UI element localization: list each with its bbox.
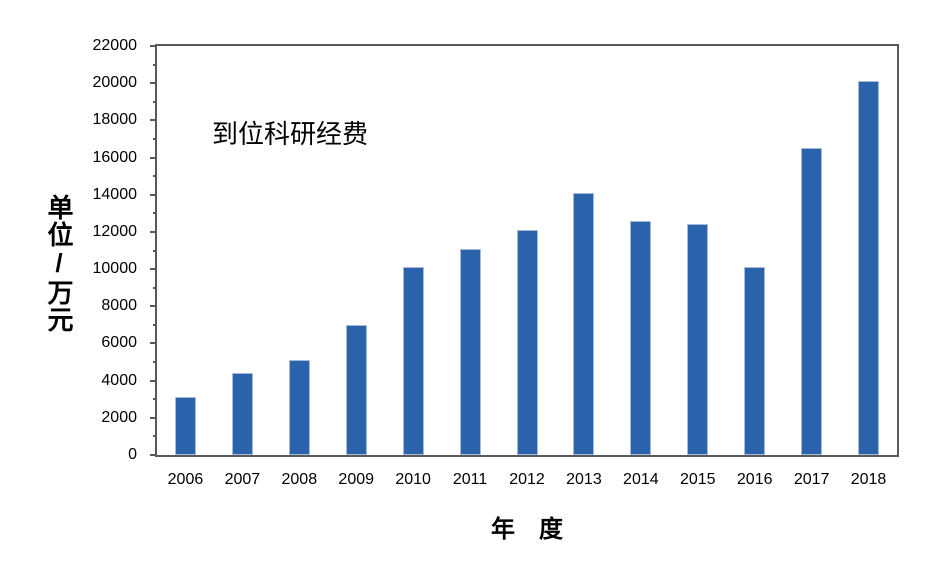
y-major-tick <box>150 454 157 456</box>
y-tick-label: 20000 <box>92 74 138 92</box>
bar-2010 <box>402 267 424 455</box>
y-tick-label: 4000 <box>101 371 137 389</box>
x-tick-label: 2018 <box>850 471 887 488</box>
x-tick-label: 2011 <box>452 471 488 488</box>
x-tick-label: 2014 <box>623 471 659 488</box>
x-tick-label: 2017 <box>793 471 830 488</box>
y-tick-label: 12000 <box>92 222 138 240</box>
x-tick-label: 2009 <box>338 471 375 488</box>
bar-2008 <box>288 360 310 455</box>
y-major-tick <box>150 230 157 233</box>
x-axis-title: 年 度 <box>491 516 563 543</box>
y-major-tick <box>150 193 157 196</box>
y-minor-tick <box>153 137 157 140</box>
y-tick-label: 16000 <box>92 148 138 166</box>
y-minor-tick <box>153 249 157 252</box>
y-major-tick <box>150 45 157 47</box>
bar-2006 <box>174 397 196 455</box>
bar-2007 <box>231 373 253 455</box>
bar-2011 <box>459 248 481 455</box>
x-tick-label: 2012 <box>509 471 545 488</box>
y-axis-title: 单位/万元 <box>44 194 74 333</box>
y-minor-tick <box>153 398 157 401</box>
bar-2016 <box>744 267 766 455</box>
x-tick-label: 2010 <box>395 471 431 488</box>
y-minor-tick <box>153 323 157 326</box>
y-major-tick <box>150 268 157 271</box>
x-tick-label: 2015 <box>679 471 716 488</box>
bar-2017 <box>801 148 823 455</box>
y-tick-label: 14000 <box>92 185 138 203</box>
chart-title: 到位科研经费 <box>212 119 369 149</box>
y-major-tick <box>150 156 157 159</box>
x-tick-label: 2016 <box>736 471 773 488</box>
y-tick-label: 0 <box>128 446 137 463</box>
y-major-tick <box>150 305 157 308</box>
y-minor-tick <box>153 100 157 103</box>
y-tick-label: 6000 <box>101 334 137 352</box>
y-tick-label: 2000 <box>101 408 137 426</box>
y-tick-label: 22000 <box>92 37 138 54</box>
bar-2013 <box>573 192 595 455</box>
y-major-tick <box>150 416 157 419</box>
y-major-tick <box>150 342 157 345</box>
y-minor-tick <box>153 63 157 66</box>
y-minor-tick <box>153 286 157 289</box>
y-major-tick <box>150 119 157 122</box>
y-tick-label: 18000 <box>92 111 138 129</box>
y-minor-tick <box>153 361 157 364</box>
x-tick-label: 2007 <box>224 471 261 488</box>
y-minor-tick <box>153 175 157 178</box>
y-minor-tick <box>153 435 157 438</box>
bar-2018 <box>858 81 880 455</box>
bar-2014 <box>630 220 652 455</box>
y-major-tick <box>150 82 157 85</box>
bar-2009 <box>345 324 367 455</box>
bar-2015 <box>687 224 709 455</box>
y-tick-label: 10000 <box>92 260 138 278</box>
x-tick-label: 2008 <box>281 471 318 488</box>
y-major-tick <box>150 379 157 382</box>
bar-2012 <box>516 230 538 455</box>
x-tick-label: 2013 <box>566 471 602 488</box>
x-tick-label: 2006 <box>167 471 204 488</box>
y-tick-label: 8000 <box>101 297 137 315</box>
y-minor-tick <box>153 212 157 215</box>
